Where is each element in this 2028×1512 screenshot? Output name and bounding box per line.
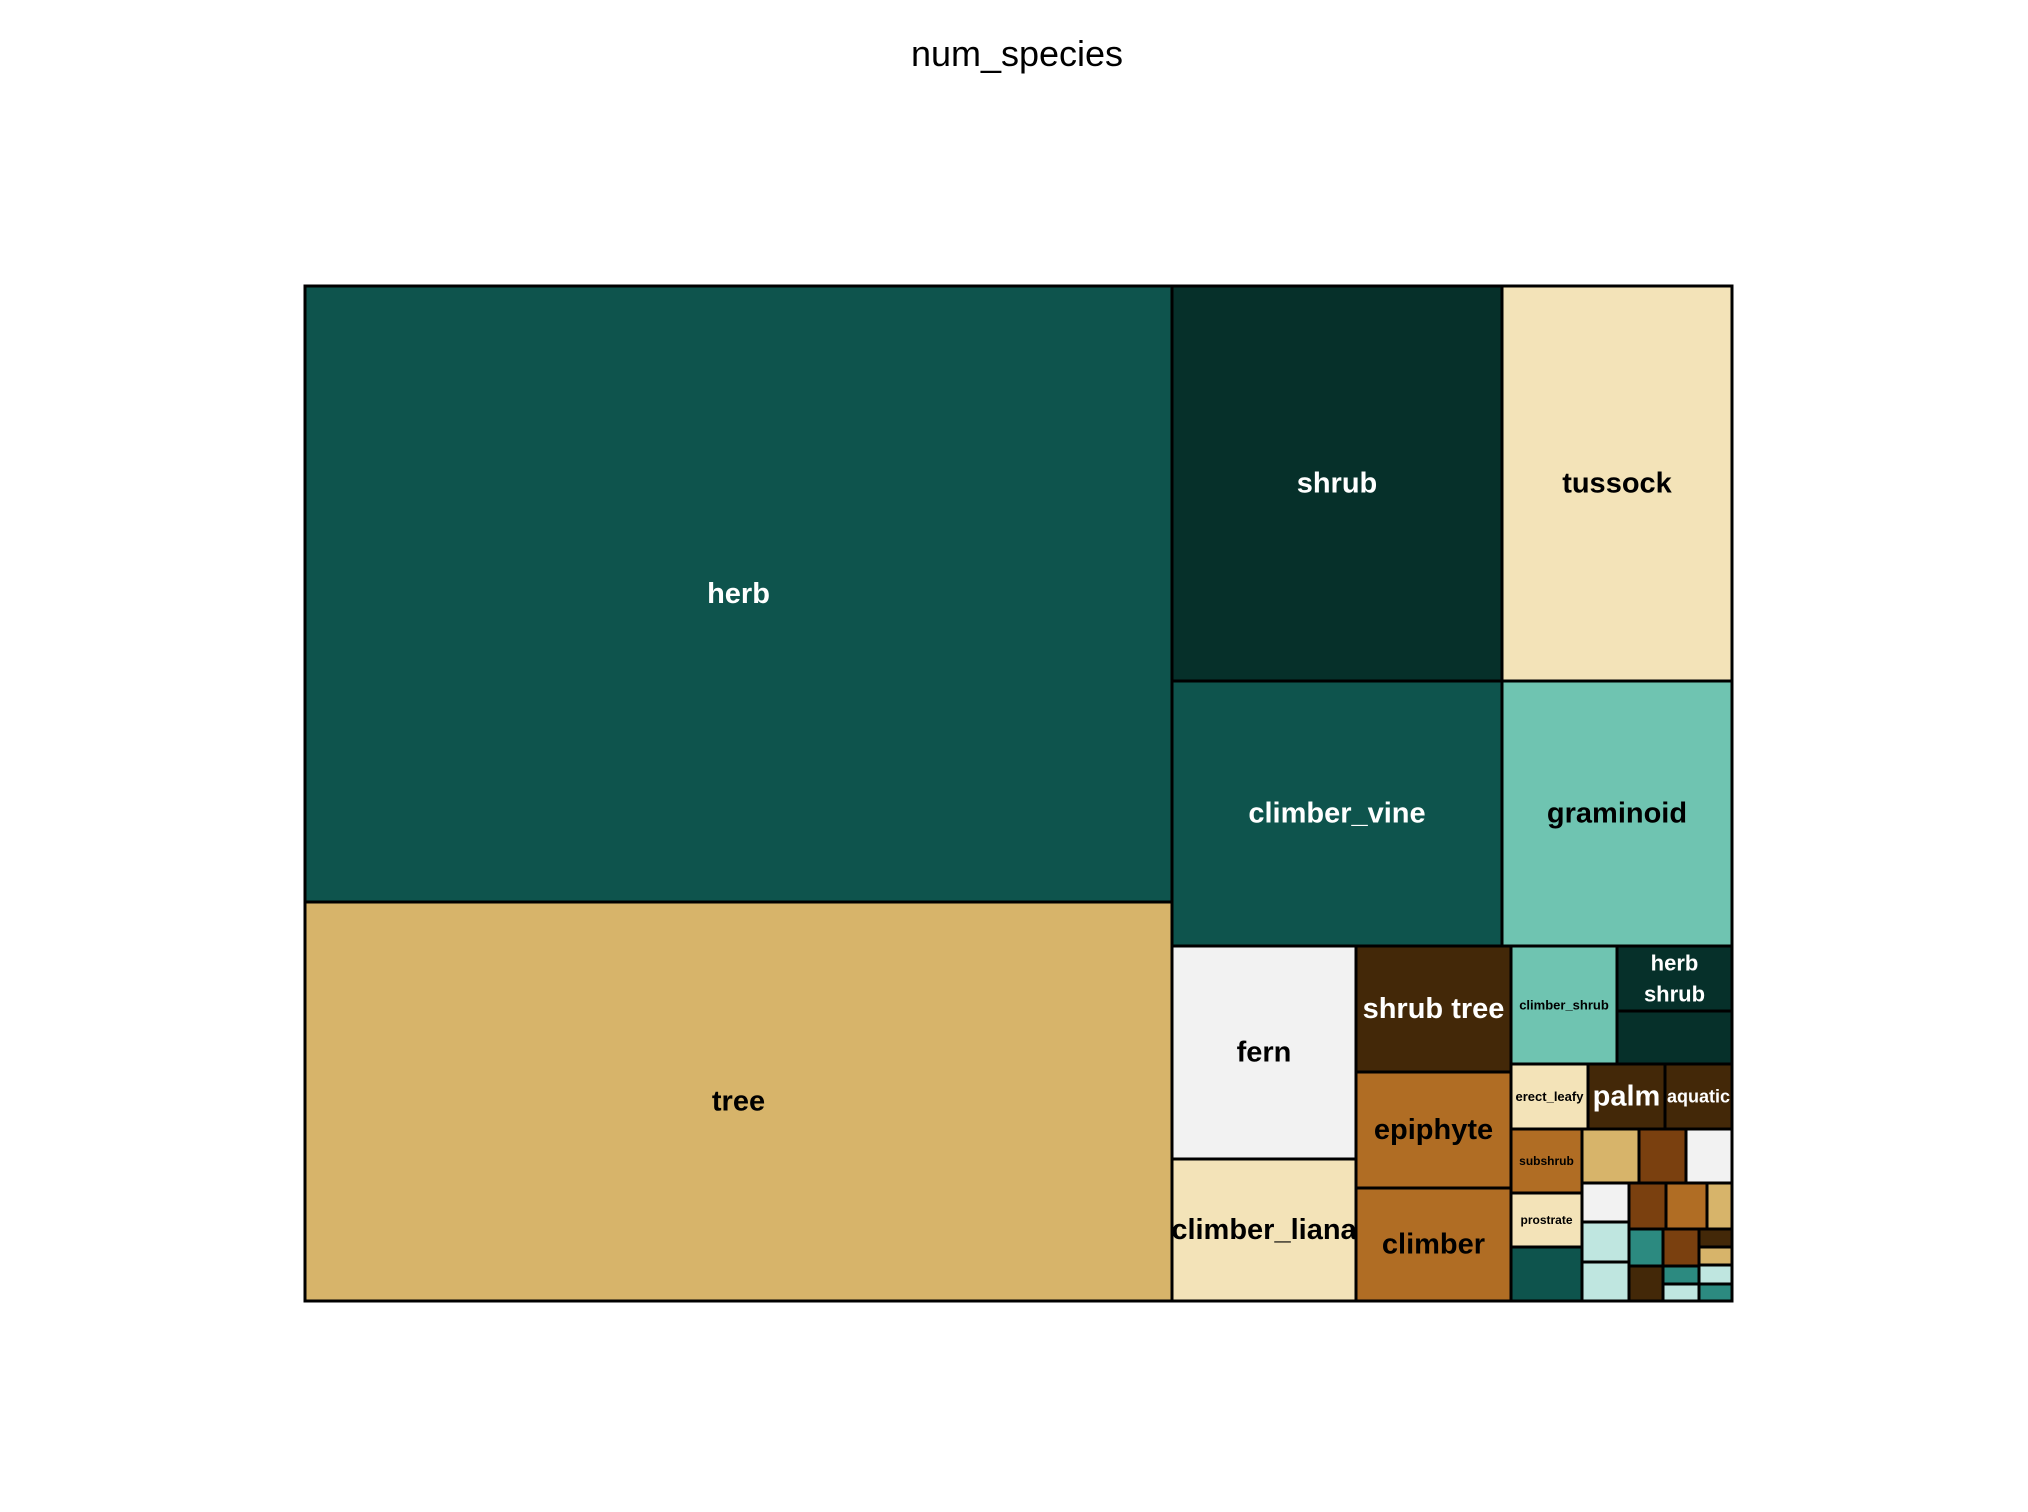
cell-climber-liana: climber_liana: [1170, 1157, 1358, 1303]
treemap-frame: [303, 284, 1734, 1303]
cell-climber-vine: climber_vine: [1170, 679, 1504, 948]
cell-unlabeled-20: [1684, 1127, 1734, 1185]
cell-label: shrub: [1297, 468, 1378, 500]
cell-label: climber_shrub: [1519, 998, 1609, 1013]
cell-label-line: shrub: [1644, 981, 1705, 1006]
cell-unlabeled-19: [1637, 1127, 1688, 1185]
cell-graminoid: graminoid: [1500, 679, 1734, 948]
cell-rect: [1627, 1264, 1665, 1303]
cell-label: shrub tree: [1363, 993, 1505, 1025]
cell-label: climber: [1382, 1229, 1485, 1261]
cell-tussock: tussock: [1500, 284, 1734, 683]
cell-unlabeled-37: [1697, 1282, 1734, 1303]
cell-label: aquatic: [1667, 1087, 1730, 1107]
cell-subshrub: subshrub: [1509, 1127, 1584, 1195]
cell-label: palm: [1593, 1081, 1661, 1113]
cell-rect: [1500, 284, 1734, 683]
cell-label: epiphyte: [1374, 1114, 1493, 1146]
treemap-cells: herb tree shrub tussock climber_vine graminoi…: [303, 284, 1734, 1303]
cell-rect: [1580, 1260, 1631, 1303]
cell-rect: [303, 284, 1174, 904]
cell-rect: [1509, 1062, 1590, 1131]
cell-rect: [1580, 1181, 1631, 1224]
cell-rect: [1697, 1263, 1734, 1286]
cell-label-line: herb: [1651, 951, 1699, 976]
cell-herb: herb: [303, 284, 1174, 904]
cell-rect: [1354, 1070, 1513, 1190]
cell-shrub: shrub: [1170, 284, 1504, 683]
cell-rect: [1580, 1127, 1641, 1185]
cell-label: herb: [707, 578, 770, 610]
cell-label: climber_liana: [1171, 1214, 1357, 1246]
cell-unlabeled-23: [1580, 1181, 1631, 1224]
cell-unlabeled-24: [1580, 1220, 1631, 1264]
cell-unlabeled-33: [1697, 1245, 1734, 1267]
cell-unlabeled-30: [1661, 1227, 1701, 1268]
cell-fern: fern: [1170, 944, 1358, 1161]
cell-climber: climber: [1354, 1186, 1513, 1303]
cell-erect-leafy: erect_leafy: [1509, 1062, 1590, 1131]
cell-rect: [1663, 1062, 1734, 1131]
cell-rect: [1170, 679, 1504, 948]
cell-rect: [1509, 1127, 1584, 1195]
cell-rect: [1170, 1157, 1358, 1303]
cell-rect: [1697, 1227, 1734, 1249]
cell-label: tussock: [1562, 468, 1672, 500]
cell-rect: [1705, 1181, 1734, 1231]
cell-rect: [1664, 1181, 1709, 1231]
cell-aquatic: aquatic: [1663, 1062, 1734, 1131]
cell-rect: [1615, 1009, 1734, 1066]
cell-unlabeled-29: [1627, 1227, 1665, 1268]
cell-palm: palm: [1586, 1062, 1667, 1131]
cell-label: prostrate: [1520, 1213, 1572, 1227]
cell-prostrate: prostrate: [1509, 1191, 1584, 1249]
cell-rect: [1661, 1282, 1701, 1303]
cell-epiphyte: epiphyte: [1354, 1070, 1513, 1190]
cell-unlabeled-22: [1509, 1245, 1584, 1303]
cell-rect: [1684, 1127, 1734, 1185]
cell-rect: [1509, 944, 1619, 1066]
cell-rect: [1627, 1227, 1665, 1268]
cell-unlabeled-27: [1664, 1181, 1709, 1231]
cell-rect: [1697, 1282, 1734, 1303]
cell-unlabeled-25: [1580, 1260, 1631, 1303]
cell-shrub-tree: shrub tree: [1354, 944, 1513, 1074]
cell-unlabeled-36: [1697, 1263, 1734, 1286]
cell-label: graminoid: [1547, 798, 1687, 830]
cell-tree: tree: [303, 900, 1174, 1303]
cell-rect: [1661, 1227, 1701, 1268]
cell-label: fern: [1237, 1037, 1292, 1069]
cell-rect: [1637, 1127, 1688, 1185]
cell-rect: [1697, 1245, 1734, 1267]
cell-unlabeled-18: [1580, 1127, 1641, 1185]
cell-unlabeled-26: [1627, 1181, 1668, 1231]
cell-label: erect_leafy: [1516, 1089, 1585, 1104]
chart-title: num_species: [911, 33, 1123, 74]
cell-unlabeled-34: [1661, 1264, 1701, 1286]
cell-rect: [1500, 679, 1734, 948]
cell-unlabeled-32: [1697, 1227, 1734, 1249]
cell-climber-shrub: climber_shrub: [1509, 944, 1619, 1066]
cell-rect: [303, 900, 1174, 1303]
cell-rect: [1580, 1220, 1631, 1264]
cell-label: tree: [712, 1086, 765, 1118]
cell-herb-shrub: herb shrub: [1615, 944, 1734, 1013]
cell-rect: [1627, 1181, 1668, 1231]
cell-unlabeled-13: [1615, 1009, 1734, 1066]
cell-unlabeled-31: [1627, 1264, 1665, 1303]
cell-label: subshrub: [1519, 1154, 1574, 1168]
cell-rect: [1661, 1264, 1701, 1286]
cell-label: climber_vine: [1248, 798, 1425, 830]
cell-unlabeled-35: [1661, 1282, 1701, 1303]
cell-unlabeled-28: [1705, 1181, 1734, 1231]
cell-rect: [1509, 1245, 1584, 1303]
